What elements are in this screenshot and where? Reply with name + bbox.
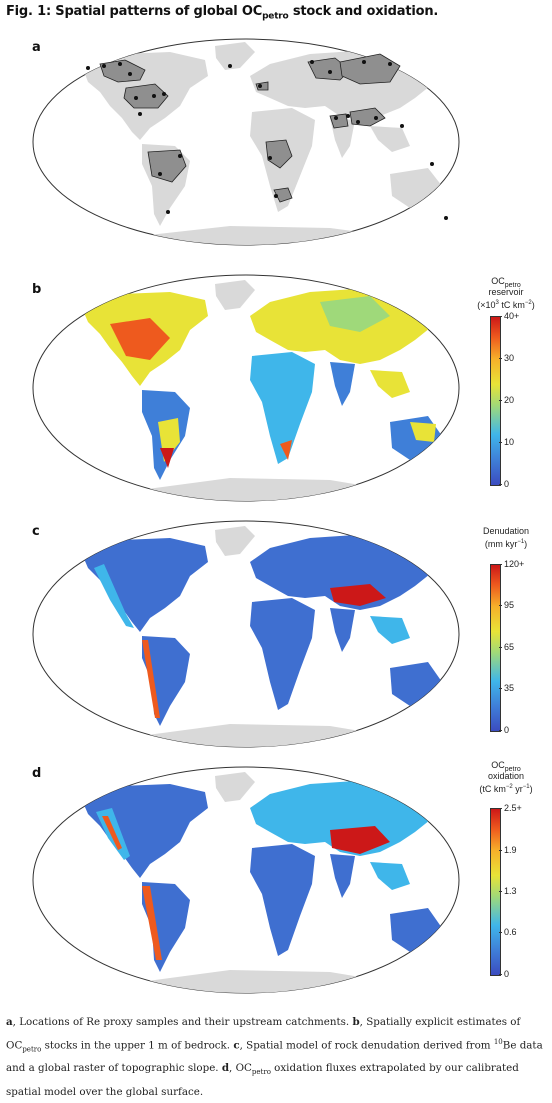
- sample-point: [102, 64, 106, 68]
- continent-southeast-asia: [370, 126, 410, 152]
- sample-point: [162, 92, 166, 96]
- colorbar-subtitle: oxidation: [487, 771, 525, 781]
- sample-point: [328, 70, 332, 74]
- colorbar-tick: 95: [504, 600, 515, 610]
- colorbar-tick: 0: [504, 725, 510, 735]
- colorbar-subtitle: reservoir: [488, 287, 524, 297]
- colorbar-tick: 20: [504, 395, 515, 405]
- catchment-mississippi: [123, 83, 169, 109]
- sample-point: [118, 62, 122, 66]
- map-catchments: [32, 38, 460, 246]
- catchment-orange: [273, 187, 293, 203]
- figure-caption: a, Locations of Re proxy samples and the…: [6, 1016, 543, 1099]
- sample-point: [400, 124, 404, 128]
- colorbar-gradient: [490, 316, 501, 486]
- sample-point: [134, 96, 138, 100]
- colorbar-gradient: [490, 808, 501, 976]
- figure-title: Fig. 1: Spatial patterns of global OCpet…: [6, 4, 439, 22]
- catchment-congo: [265, 139, 293, 169]
- panel-letter-b: b: [32, 282, 42, 297]
- sample-point: [228, 64, 232, 68]
- colorbar-tick: 30: [504, 353, 515, 363]
- colorbar-tick: 35: [504, 683, 515, 693]
- map-ocpetro-oxidation: [32, 766, 460, 994]
- sample-point: [362, 60, 366, 64]
- colorbar-units: (mm kyr−1): [484, 539, 528, 549]
- colorbar-tick: 2.5+: [504, 803, 522, 813]
- colorbar-units: (tC km−2 yr−1): [479, 784, 533, 794]
- colorbar-tick: 10: [504, 437, 515, 447]
- sample-point: [444, 216, 448, 220]
- colorbar-gradient: [490, 564, 501, 732]
- sample-point: [374, 116, 378, 120]
- panel-letter-c: c: [32, 524, 40, 539]
- catchment-lena: [339, 53, 401, 85]
- sample-point: [310, 60, 314, 64]
- sample-point: [268, 156, 272, 160]
- sample-point: [178, 154, 182, 158]
- sample-point: [166, 210, 170, 214]
- colorbar-tick: 0: [504, 479, 510, 489]
- colorbar-tick: 1.3: [504, 886, 517, 896]
- map-ocpetro-reservoir: [32, 274, 460, 502]
- sample-point: [274, 194, 278, 198]
- sample-point: [356, 120, 360, 124]
- map-denudation: [32, 520, 460, 748]
- colorbar-tick: 40+: [504, 311, 520, 321]
- colorbar-tick: 0: [504, 969, 510, 979]
- sample-point: [388, 62, 392, 66]
- panel-letter-d: d: [32, 766, 42, 781]
- sample-point: [138, 112, 142, 116]
- sample-point: [430, 162, 434, 166]
- sample-point: [128, 72, 132, 76]
- catchment-mackenzie: [99, 59, 146, 83]
- sample-point: [86, 66, 90, 70]
- sample-point: [334, 116, 338, 120]
- colorbar-tick: 120+: [504, 559, 525, 569]
- colorbar-tick: 65: [504, 642, 515, 652]
- colorbar-title: OCpetro: [491, 760, 521, 773]
- colorbar-units: (×103 tC km−2): [477, 300, 535, 310]
- sample-point: [346, 114, 350, 118]
- colorbar-tick: 0.6: [504, 927, 517, 937]
- sample-point: [152, 94, 156, 98]
- colorbar-title: OCpetro: [491, 276, 521, 289]
- catchment-amazon: [147, 149, 187, 183]
- sample-point: [158, 172, 162, 176]
- colorbar-tick: 1.9: [504, 845, 517, 855]
- colorbar-title: Denudation: [482, 526, 530, 536]
- panel-letter-a: a: [32, 40, 41, 55]
- continent-greenland: [215, 42, 255, 70]
- sample-point: [258, 84, 262, 88]
